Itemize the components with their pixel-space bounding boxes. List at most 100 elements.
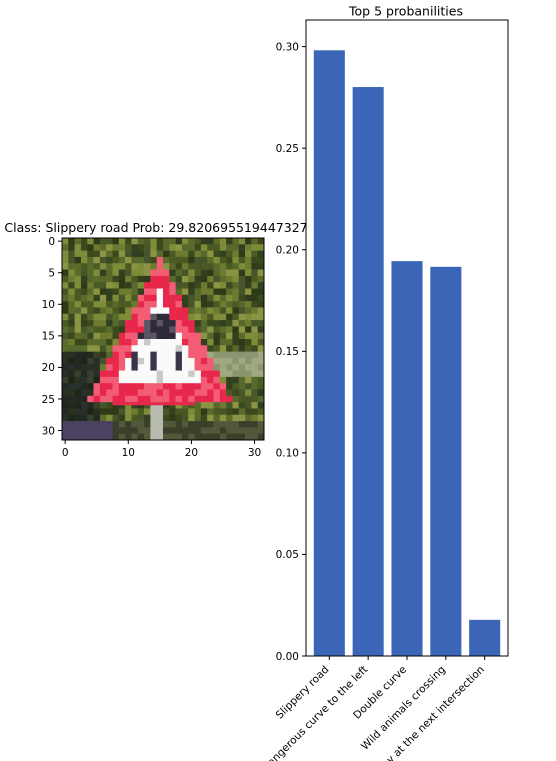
image-pixel bbox=[163, 326, 170, 333]
image-pixel bbox=[75, 257, 82, 264]
image-pixel bbox=[226, 301, 233, 308]
image-pixel bbox=[125, 301, 132, 308]
image-pixel bbox=[62, 396, 69, 403]
image-pixel bbox=[201, 371, 208, 378]
image-pixel bbox=[232, 238, 239, 245]
image-pixel bbox=[201, 238, 208, 245]
image-pixel bbox=[226, 263, 233, 270]
image-pixel bbox=[94, 383, 101, 390]
image-pixel bbox=[94, 282, 101, 289]
image-pixel bbox=[157, 244, 164, 251]
image-pixel bbox=[138, 314, 145, 321]
image-pixel bbox=[75, 383, 82, 390]
image-pixel bbox=[119, 244, 126, 251]
image-pixel bbox=[176, 333, 183, 340]
image-pixel bbox=[144, 408, 151, 415]
image-pixel bbox=[62, 320, 69, 327]
image-pixel bbox=[226, 251, 233, 258]
image-pixel bbox=[220, 289, 227, 296]
image-pixel bbox=[157, 383, 164, 390]
image-pixel bbox=[214, 289, 221, 296]
image-pixel bbox=[94, 402, 101, 409]
image-pixel bbox=[245, 364, 252, 371]
image-pixel bbox=[169, 427, 176, 434]
image-pixel bbox=[188, 270, 195, 277]
image-y-axis: 051015202530 bbox=[42, 236, 62, 437]
image-pixel bbox=[100, 326, 107, 333]
image-pixel bbox=[68, 352, 75, 359]
image-pixel bbox=[232, 383, 239, 390]
image-pixel bbox=[113, 415, 120, 422]
image-pixel bbox=[131, 270, 138, 277]
image-pixel bbox=[157, 238, 164, 245]
image-pixel bbox=[207, 408, 214, 415]
image-pixel bbox=[188, 427, 195, 434]
image-pixel bbox=[131, 307, 138, 314]
image-pixel bbox=[258, 402, 265, 409]
image-pixel bbox=[258, 276, 265, 283]
image-pixel bbox=[144, 251, 151, 258]
image-pixel bbox=[163, 282, 170, 289]
image-pixel bbox=[169, 270, 176, 277]
image-pixel bbox=[188, 434, 195, 441]
image-pixel bbox=[87, 434, 94, 441]
image-pixel bbox=[195, 396, 202, 403]
image-pixel bbox=[258, 371, 265, 378]
image-pixel bbox=[75, 390, 82, 397]
image-pixel bbox=[94, 244, 101, 251]
image-pixel bbox=[106, 345, 113, 352]
image-pixel bbox=[251, 301, 258, 308]
image-pixel bbox=[163, 270, 170, 277]
image-pixel bbox=[144, 390, 151, 397]
image-pixel bbox=[188, 358, 195, 365]
image-pixel bbox=[157, 333, 164, 340]
image-pixel bbox=[87, 415, 94, 422]
image-pixel bbox=[195, 238, 202, 245]
image-pixel bbox=[195, 276, 202, 283]
image-pixel bbox=[258, 295, 265, 302]
image-pixel bbox=[62, 289, 69, 296]
image-pixel bbox=[214, 307, 221, 314]
image-pixel bbox=[239, 352, 246, 359]
image-pixel bbox=[144, 415, 151, 422]
image-pixel bbox=[100, 295, 107, 302]
image-pixel bbox=[207, 276, 214, 283]
image-pixel bbox=[176, 270, 183, 277]
image-pixel bbox=[144, 238, 151, 245]
image-pixel bbox=[125, 263, 132, 270]
image-pixel bbox=[201, 390, 208, 397]
image-pixel bbox=[207, 345, 214, 352]
image-pixel bbox=[150, 383, 157, 390]
image-pixel bbox=[138, 396, 145, 403]
image-pixel bbox=[214, 339, 221, 346]
image-pixel bbox=[144, 320, 151, 327]
image-pixel bbox=[68, 390, 75, 397]
image-pixel bbox=[68, 238, 75, 245]
image-pixel bbox=[125, 396, 132, 403]
image-pixel bbox=[245, 301, 252, 308]
image-x-tick-label: 30 bbox=[248, 447, 261, 459]
image-pixel bbox=[182, 364, 189, 371]
image-pixel bbox=[87, 314, 94, 321]
image-pixel bbox=[106, 434, 113, 441]
image-pixel bbox=[144, 364, 151, 371]
image-pixel bbox=[220, 276, 227, 283]
image-pixel bbox=[125, 333, 132, 340]
image-pixel bbox=[100, 396, 107, 403]
image-pixel bbox=[220, 295, 227, 302]
image-pixel bbox=[94, 314, 101, 321]
image-pixel bbox=[62, 377, 69, 384]
image-pixel bbox=[144, 396, 151, 403]
image-pixel bbox=[195, 434, 202, 441]
image-pixel bbox=[182, 415, 189, 422]
image-x-tick-label: 10 bbox=[122, 447, 135, 459]
image-pixel bbox=[75, 377, 82, 384]
image-y-tick-label: 0 bbox=[48, 236, 55, 248]
image-pixel bbox=[232, 326, 239, 333]
image-pixel bbox=[106, 263, 113, 270]
image-pixel bbox=[214, 282, 221, 289]
image-pixel bbox=[188, 251, 195, 258]
image-pixel bbox=[201, 320, 208, 327]
image-pixel bbox=[150, 326, 157, 333]
